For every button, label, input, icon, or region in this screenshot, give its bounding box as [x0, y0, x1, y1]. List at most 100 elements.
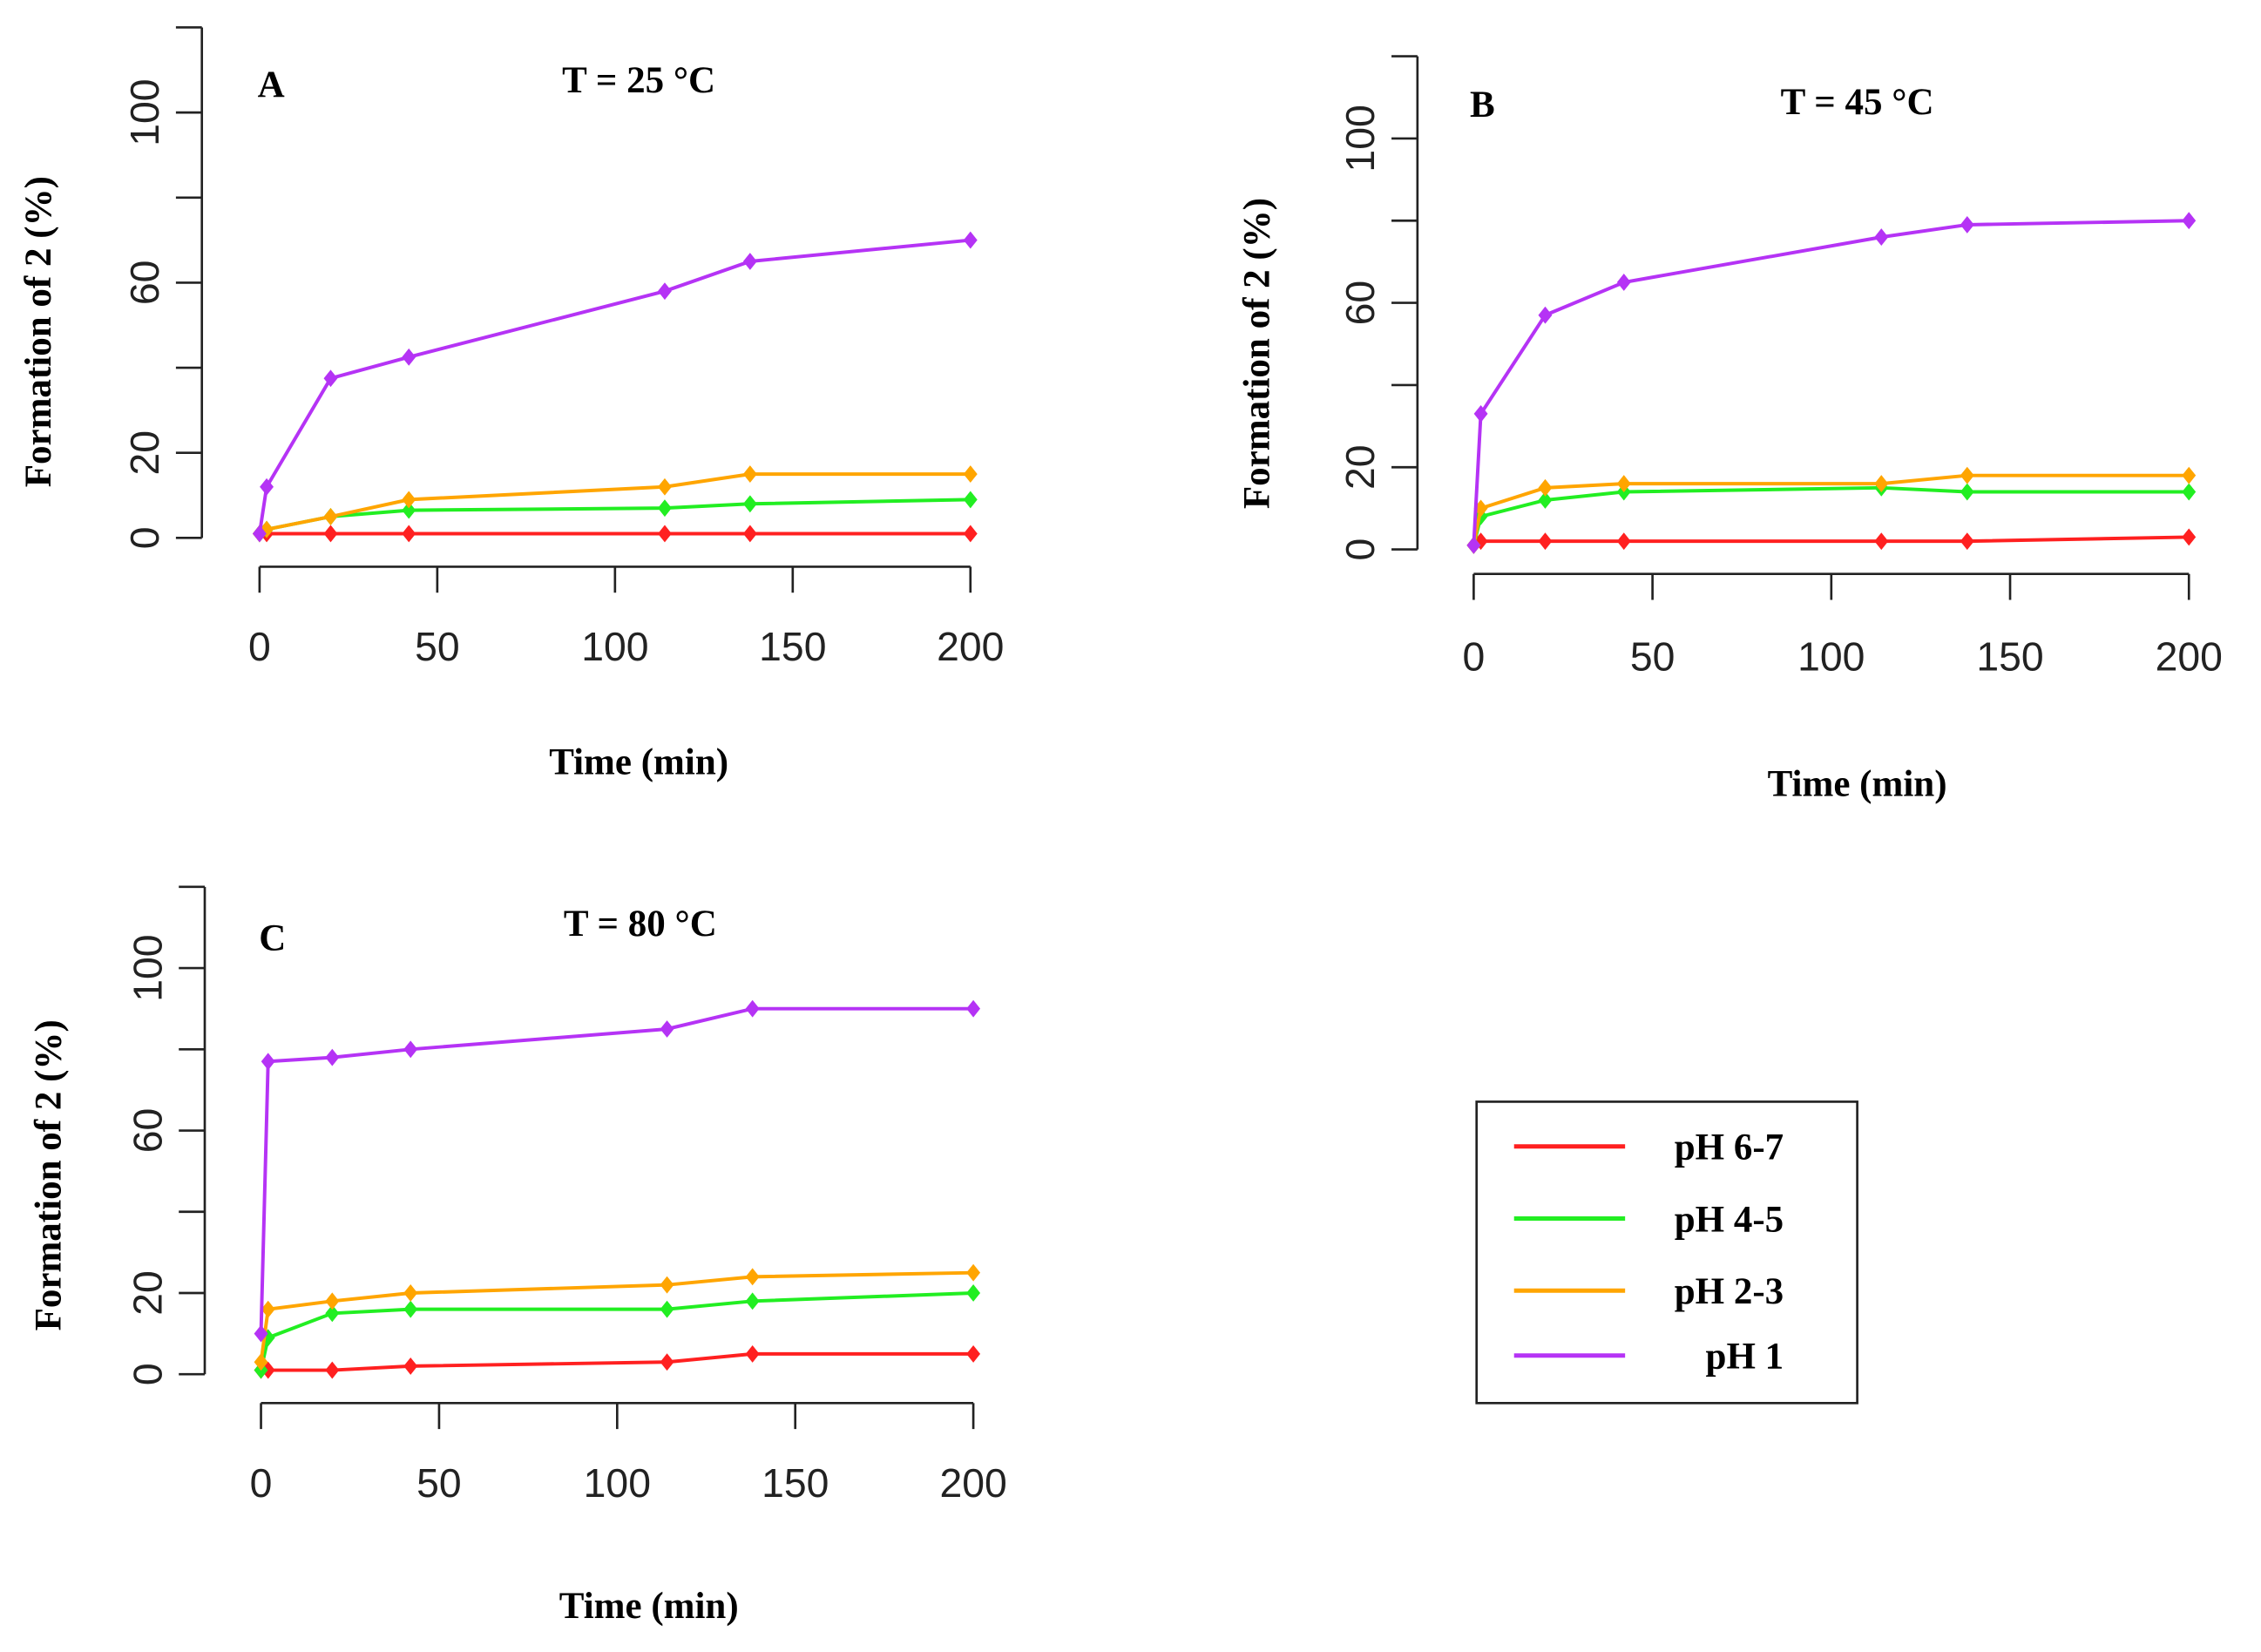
legend-label: pH 6-7: [1675, 1127, 1784, 1168]
data-point: [1874, 475, 1889, 493]
chart-title: T = 25 °C: [562, 60, 715, 101]
data-point: [261, 1329, 275, 1347]
data-point: [402, 491, 416, 509]
data-point: [1473, 404, 1488, 423]
data-point: [2182, 528, 2197, 546]
data-point: [1473, 532, 1488, 551]
x-axis-label: Time (min): [549, 742, 728, 783]
y-tick-label: 20: [125, 1270, 170, 1316]
y-axis-label: Formation of 2 (%): [1236, 198, 1277, 509]
x-axis-label: Time (min): [1768, 764, 1947, 805]
data-point: [658, 282, 672, 301]
data-point: [403, 1284, 418, 1302]
x-tick-label: 50: [1630, 634, 1675, 680]
y-tick-label: 20: [122, 430, 167, 476]
data-point: [963, 231, 978, 249]
data-point: [1960, 483, 1974, 501]
y-axis-label: Formation of 2 (%): [18, 176, 59, 487]
x-tick-label: 100: [581, 624, 648, 669]
data-point: [2182, 466, 2197, 484]
data-point: [1960, 216, 1974, 234]
x-tick-label: 50: [415, 624, 460, 669]
data-point: [658, 525, 672, 543]
data-point: [402, 348, 416, 366]
x-tick-label: 150: [759, 624, 826, 669]
data-point: [745, 1344, 760, 1363]
data-point: [745, 1268, 760, 1286]
y-tick-label: 100: [122, 78, 167, 146]
data-point: [261, 1361, 275, 1379]
data-point: [742, 465, 757, 484]
x-axis-label: Time (min): [559, 1586, 739, 1627]
series-line: [1472, 485, 2190, 546]
data-point: [261, 1053, 275, 1071]
y-tick-label: 100: [125, 934, 170, 1001]
data-point: [660, 1020, 674, 1038]
chart-title: T = 45 °C: [1781, 82, 1934, 123]
x-tick-label: 200: [939, 1460, 1006, 1506]
y-tick-label: 20: [1337, 444, 1383, 490]
data-point: [323, 525, 338, 543]
x-tick-label: 100: [1797, 634, 1865, 680]
series-line: [258, 472, 971, 536]
data-point: [1538, 491, 1553, 509]
x-tick-label: 50: [416, 1460, 462, 1506]
data-point: [1616, 274, 1631, 291]
data-point: [966, 999, 981, 1018]
data-point: [660, 1276, 674, 1294]
data-point: [1616, 475, 1631, 493]
x-tick-label: 150: [1976, 634, 2043, 680]
data-point: [1960, 466, 1974, 484]
data-point: [403, 1040, 418, 1059]
data-point: [742, 253, 757, 270]
data-point: [745, 999, 760, 1018]
x-tick-label: 150: [762, 1460, 829, 1506]
x-tick-label: 0: [248, 624, 271, 669]
data-point: [963, 491, 978, 509]
data-point: [742, 525, 757, 543]
x-tick-label: 0: [250, 1460, 273, 1506]
data-point: [966, 1284, 981, 1302]
data-point: [323, 507, 338, 525]
data-point: [403, 1357, 418, 1375]
data-point: [2182, 483, 2197, 501]
data-point: [1538, 478, 1553, 497]
data-point: [2182, 212, 2197, 230]
y-axis-label: Formation of 2 (%): [29, 1019, 70, 1330]
y-tick-label: 0: [122, 526, 167, 549]
legend-label: pH 4-5: [1675, 1199, 1784, 1240]
data-point: [1616, 532, 1631, 551]
x-tick-label: 200: [937, 624, 1004, 669]
data-point: [1960, 532, 1974, 551]
data-point: [403, 1300, 418, 1318]
legend-label: pH 2-3: [1675, 1271, 1784, 1312]
data-point: [1874, 532, 1889, 551]
data-point: [325, 1048, 340, 1066]
data-point: [660, 1353, 674, 1371]
y-tick-label: 100: [1337, 105, 1383, 172]
series-line: [259, 1270, 974, 1363]
data-point: [402, 525, 416, 543]
y-tick-label: 0: [125, 1363, 170, 1385]
legend-label: pH 1: [1706, 1337, 1784, 1378]
x-tick-label: 100: [584, 1460, 651, 1506]
x-tick-label: 0: [1463, 634, 1486, 680]
series-line: [259, 1291, 974, 1371]
series-line: [261, 1351, 974, 1372]
data-point: [745, 1292, 760, 1310]
data-point: [660, 1300, 674, 1318]
y-tick-label: 60: [122, 261, 167, 306]
panel-label: C: [259, 918, 286, 959]
series-line: [1472, 535, 2190, 547]
data-point: [963, 465, 978, 484]
data-point: [323, 369, 338, 388]
data-point: [325, 1292, 340, 1310]
data-point: [658, 477, 672, 496]
panel-label: B: [1470, 85, 1495, 125]
panel-label: A: [258, 64, 285, 105]
data-point: [1473, 499, 1488, 518]
y-tick-label: 60: [125, 1108, 170, 1154]
y-tick-label: 0: [1337, 538, 1383, 561]
y-tick-label: 60: [1337, 281, 1383, 326]
